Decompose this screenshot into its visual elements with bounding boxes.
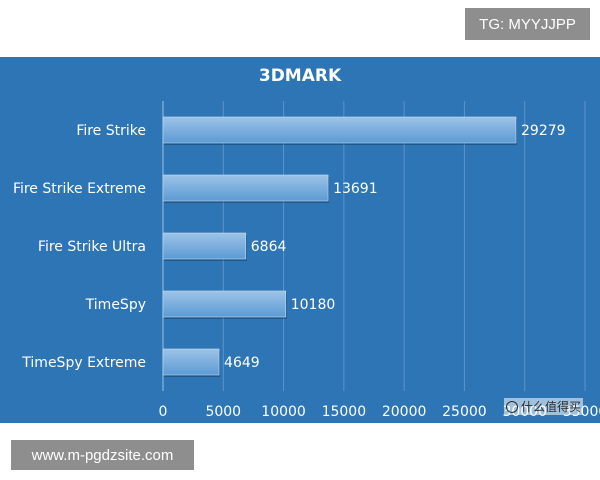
bar	[162, 348, 220, 376]
data-label: 13691	[333, 181, 378, 197]
chart-panel: 3DMARK 050001000015000200002500030000350…	[0, 57, 600, 423]
category-label: Fire Strike Ultra	[38, 239, 146, 255]
category-label: Fire Strike Extreme	[13, 181, 146, 197]
bar	[162, 116, 517, 144]
category-label: TimeSpy Extreme	[21, 355, 146, 371]
url-watermark-text: www.m-pgdzsite.com	[31, 446, 174, 464]
x-tick-label: 25000	[442, 404, 487, 420]
site-logo-icon	[506, 400, 518, 413]
data-label: 6864	[251, 239, 287, 255]
data-label: 29279	[521, 123, 566, 139]
x-tick-label: 5000	[205, 404, 241, 420]
x-tick-label: 10000	[261, 404, 306, 420]
data-label: 10180	[291, 297, 336, 313]
category-label: TimeSpy	[85, 297, 146, 313]
url-watermark-badge: www.m-pgdzsite.com	[11, 440, 194, 470]
tg-watermark-badge: TG: MYYJJPP	[465, 8, 590, 40]
category-label: Fire Strike	[76, 123, 146, 139]
x-tick-label: 20000	[382, 404, 427, 420]
bar	[162, 232, 247, 260]
bar	[162, 174, 329, 202]
bar	[162, 290, 287, 318]
x-tick-label: 0	[159, 404, 168, 420]
x-tick-label: 15000	[322, 404, 367, 420]
site-watermark: 什么值得买	[504, 398, 584, 415]
tg-watermark-text: TG: MYYJJPP	[479, 15, 576, 33]
chart-title: 3DMARK	[259, 66, 342, 86]
bar-chart: 3DMARK 050001000015000200002500030000350…	[13, 66, 600, 420]
data-label: 4649	[224, 355, 260, 371]
site-watermark-text: 什么值得买	[521, 400, 582, 414]
